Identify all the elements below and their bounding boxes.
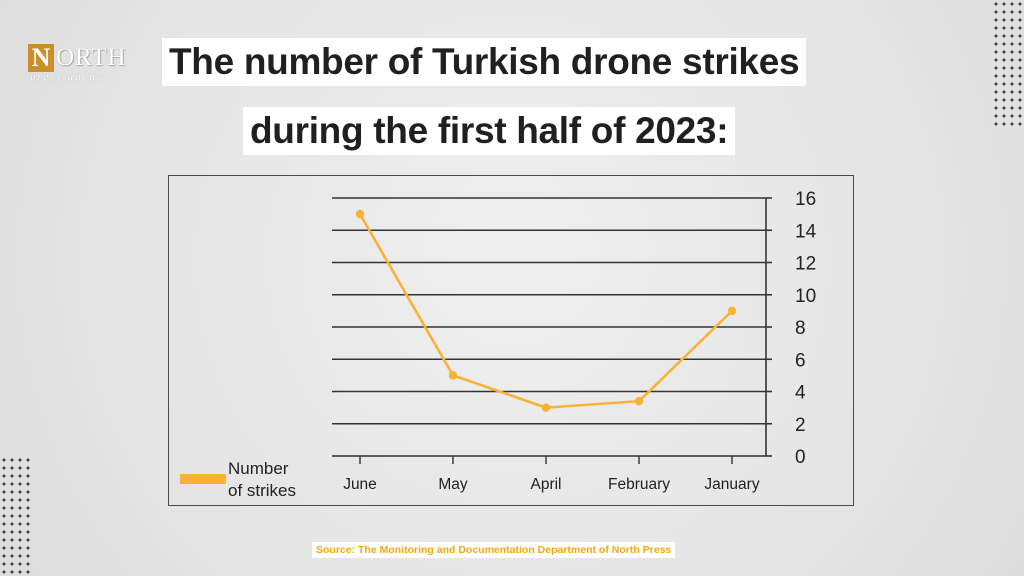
logo-letter: N bbox=[28, 44, 54, 72]
data-point bbox=[448, 371, 458, 380]
legend-swatch bbox=[180, 474, 226, 484]
decorative-dot-grid-top-right bbox=[992, 0, 1024, 130]
x-tick-label: February bbox=[608, 476, 670, 493]
y-tick-label: 16 bbox=[795, 189, 816, 210]
legend-label: Number bbox=[228, 459, 289, 478]
data-point bbox=[727, 306, 737, 316]
page-title-line-1: The number of Turkish drone strikes bbox=[162, 38, 807, 86]
x-tick-label: June bbox=[343, 476, 377, 493]
x-tick-label: January bbox=[704, 476, 759, 493]
data-point bbox=[541, 403, 551, 412]
data-point bbox=[355, 209, 365, 219]
x-tick-label: April bbox=[530, 476, 561, 493]
y-tick-label: 2 bbox=[795, 415, 806, 436]
logo-tagline: press agency bbox=[30, 71, 111, 83]
y-tick-label: 6 bbox=[795, 350, 806, 371]
y-tick-label: 0 bbox=[795, 447, 806, 468]
y-tick-label: 12 bbox=[795, 254, 816, 275]
legend-label: of strikes bbox=[228, 481, 296, 500]
source-note: Source: The Monitoring and Documentation… bbox=[312, 542, 676, 558]
decorative-dot-grid-bottom-left bbox=[0, 456, 30, 576]
series-line bbox=[358, 213, 733, 409]
north-press-logo: N ORTH press agency bbox=[28, 44, 144, 84]
y-tick-label: 14 bbox=[795, 221, 817, 242]
y-tick-label: 10 bbox=[795, 286, 816, 307]
data-point bbox=[634, 396, 644, 406]
x-tick-label: May bbox=[438, 476, 468, 493]
y-tick-label: 8 bbox=[795, 318, 806, 339]
chart-frame bbox=[168, 175, 854, 506]
y-tick-label: 4 bbox=[795, 383, 806, 404]
logo-word: ORTH bbox=[56, 44, 127, 71]
page-title-line-2: during the first half of 2023: bbox=[243, 107, 736, 155]
